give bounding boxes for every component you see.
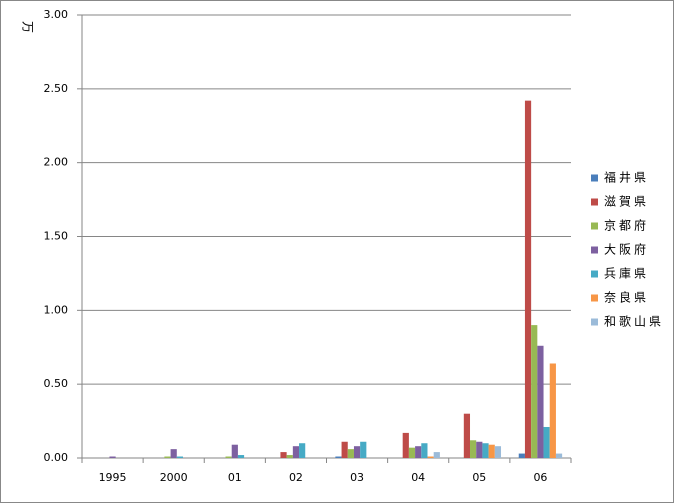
x-tick-label: 1995 <box>99 471 127 484</box>
y-tick-label: 3.00 <box>44 8 69 21</box>
bar <box>488 444 495 458</box>
legend-text: 滋賀県 <box>604 195 649 209</box>
bar <box>463 413 471 458</box>
legend-marker <box>591 246 598 254</box>
y-tick-label: 0.50 <box>44 377 69 390</box>
bar <box>537 345 544 458</box>
legend-marker <box>591 270 598 278</box>
bar <box>286 455 293 458</box>
legend-text: 兵庫県 <box>604 267 649 281</box>
y-tick-label: 1.50 <box>44 230 69 243</box>
y-axis-label: 万 <box>21 21 35 33</box>
bar <box>335 456 342 458</box>
bar <box>360 441 367 458</box>
legend-text: 京都府 <box>604 218 649 233</box>
x-tick-label: 01 <box>228 471 242 484</box>
bar <box>225 456 232 458</box>
y-tick-label: 2.50 <box>44 82 69 95</box>
bar <box>415 446 422 458</box>
x-tick-label: 04 <box>411 471 425 484</box>
legend-text: 大阪府 <box>604 242 649 257</box>
x-tick-label: 03 <box>350 471 364 484</box>
bar <box>170 449 177 458</box>
bar <box>470 440 477 458</box>
bar <box>176 456 183 458</box>
y-tick-label: 1.00 <box>44 303 69 316</box>
bar <box>292 446 300 458</box>
bar <box>421 443 428 458</box>
bar <box>299 443 306 458</box>
bar <box>164 456 171 458</box>
bar <box>518 453 525 458</box>
bar <box>280 452 287 458</box>
legend-text: 福井県 <box>604 170 649 185</box>
y-tick-label: 0.00 <box>44 451 69 464</box>
bar <box>531 325 538 458</box>
legend-marker <box>591 174 598 182</box>
bar <box>482 443 489 458</box>
x-tick-label: 05 <box>472 471 486 484</box>
x-tick-label: 2000 <box>160 471 188 484</box>
bar <box>494 446 502 458</box>
bar <box>427 456 434 458</box>
legend-text: 和歌山県 <box>604 314 664 329</box>
x-tick-label: 06 <box>533 471 547 484</box>
x-tick-label: 02 <box>289 471 303 484</box>
legend-text: 奈良県 <box>604 290 649 305</box>
bar <box>433 452 440 458</box>
bar <box>555 453 563 458</box>
bar <box>237 455 245 458</box>
bar <box>347 449 354 458</box>
legend-marker <box>591 294 598 302</box>
legend-marker <box>591 198 598 206</box>
y-tick-label: 2.00 <box>44 156 69 169</box>
bar <box>231 444 238 458</box>
legend-marker <box>591 222 598 230</box>
bar <box>353 446 361 458</box>
legend-marker <box>591 318 598 326</box>
bar <box>543 426 550 458</box>
bar <box>408 447 416 458</box>
bar <box>402 432 409 458</box>
bar <box>476 441 483 458</box>
bar <box>524 100 532 458</box>
bar <box>341 441 348 458</box>
bar <box>549 363 556 458</box>
bar <box>109 456 116 458</box>
